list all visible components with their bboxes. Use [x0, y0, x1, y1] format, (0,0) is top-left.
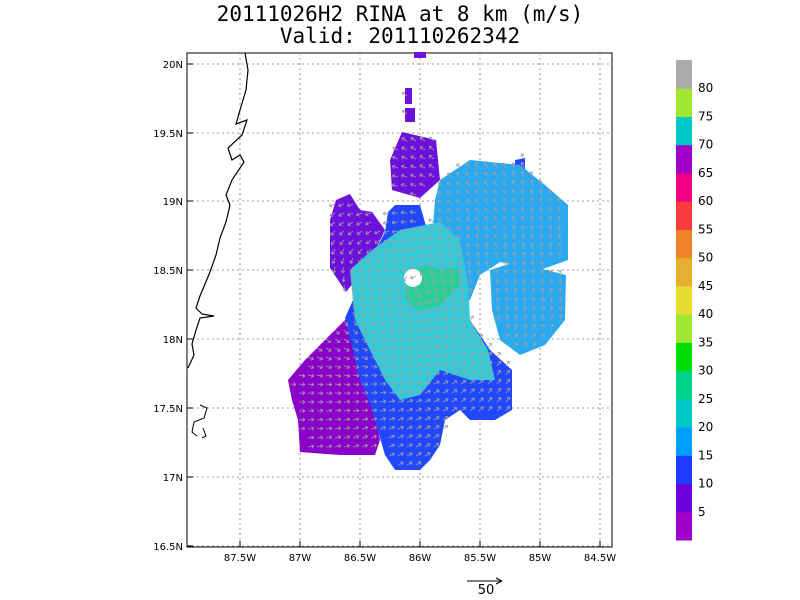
lon-tick-label: 86.5W: [344, 553, 376, 564]
colorbar-label: 50: [698, 251, 713, 265]
lat-tick-label: 18N: [163, 335, 183, 346]
colorbar-segment: [676, 60, 692, 89]
coastline: [187, 52, 249, 369]
lat-tick-label: 19N: [163, 197, 183, 208]
wind-speed-region: [432, 160, 568, 310]
colorbar-label: 60: [698, 194, 713, 208]
colorbar-label: 5: [698, 505, 706, 519]
colorbar: 5 10 15 20 25 30 35 40 45 50 55 60 65 70 75 80: [676, 60, 713, 541]
lat-tick-label: 19.5N: [153, 129, 183, 140]
colorbar-segment: [676, 398, 692, 428]
colorbar-label: 45: [698, 279, 713, 293]
colorbar-segment: [676, 257, 692, 287]
colorbar-segment: [676, 116, 692, 146]
colorbar-segment: [676, 201, 692, 230]
colorbar-label: 25: [698, 392, 713, 406]
colorbar-segment: [676, 511, 692, 541]
coastline: [201, 427, 207, 439]
axis-tick-labels: 20N 19.5N 19N 18.5N 18N 17.5N 17N 16.5N 87.5W 87W…: [153, 60, 616, 564]
reference-vector-arrowhead: [495, 577, 503, 585]
wind-speed-region: [414, 52, 426, 58]
colorbar-label: 65: [698, 166, 713, 180]
colorbar-segment: [676, 88, 692, 117]
wind-vectors: [289, 92, 563, 466]
colorbar-label: 15: [698, 448, 713, 462]
colorbar-label: 70: [698, 138, 713, 152]
colorbar-segment: [676, 285, 692, 315]
lon-tick-label: 85W: [529, 553, 552, 564]
reference-vector-label: 50: [477, 583, 495, 598]
wind-vector-arrows: [289, 92, 563, 466]
wind-speed-region: [490, 262, 566, 355]
colorbar-segment: [676, 370, 692, 400]
colorbar-label: 35: [698, 335, 713, 349]
title-line-1: 20111026H2 RINA at 8 km (m/s): [216, 2, 584, 26]
colorbar-segment: [676, 483, 692, 513]
wind-speed-region: [405, 88, 412, 104]
colorbar-segment: [676, 144, 692, 174]
colorbar-segment: [676, 172, 692, 202]
lat-tick-label: 20N: [163, 60, 183, 71]
wind-speed-region: [350, 222, 495, 400]
lon-tick-label: 86W: [409, 553, 432, 564]
colorbar-label: 30: [698, 364, 713, 378]
colorbar-label: 55: [698, 222, 713, 236]
title-line-2: Valid: 201110262342: [279, 24, 521, 48]
eye-gap: [404, 269, 422, 287]
colorbar-label: 40: [698, 307, 713, 321]
lat-tick-label: 17.5N: [153, 404, 183, 415]
colorbar-segment: [676, 314, 692, 343]
colorbar-label: 80: [698, 81, 713, 95]
lon-tick-label: 85.5W: [464, 553, 496, 564]
colorbar-segment: [676, 342, 692, 372]
lat-tick-label: 18.5N: [153, 266, 183, 277]
lon-tick-label: 84.5W: [584, 553, 616, 564]
lat-tick-label: 17N: [163, 473, 183, 484]
lat-tick-label: 16.5N: [153, 542, 183, 553]
colorbar-label: 20: [698, 420, 713, 434]
lon-tick-label: 87W: [289, 553, 312, 564]
colorbar-segment: [676, 427, 692, 456]
colorbar-segment: [676, 229, 692, 259]
coastline: [191, 404, 208, 437]
colorbar-segment: [676, 455, 692, 485]
wind-speed-region: [405, 108, 415, 122]
colorbar-label: 10: [698, 477, 713, 491]
lon-tick-label: 87.5W: [224, 553, 256, 564]
colorbar-label: 75: [698, 109, 713, 123]
